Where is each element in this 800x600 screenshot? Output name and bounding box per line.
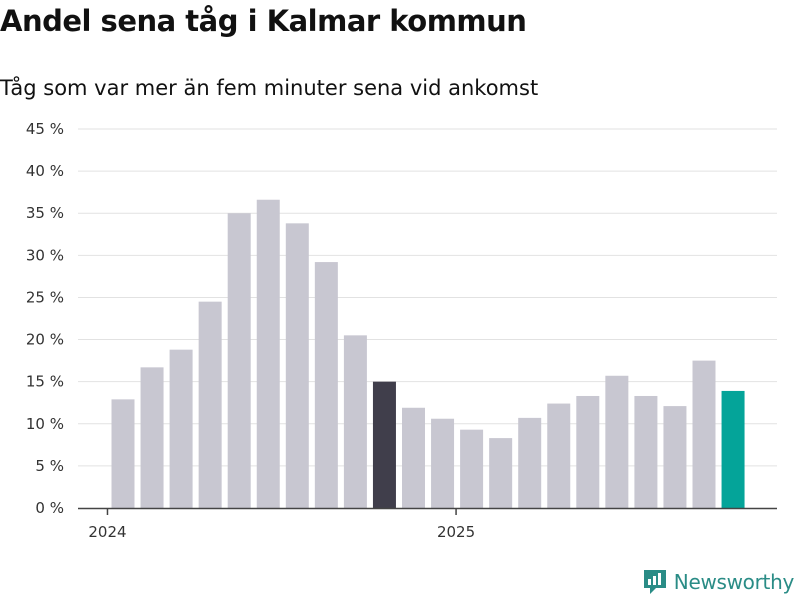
y-tick-label: 30 % — [26, 246, 64, 264]
bar-chart: 0 % 5 % 10 % 15 % 20 % 25 % 30 % 35 % 40 % 45 % 20… — [26, 120, 777, 541]
bar — [518, 417, 542, 508]
newsworthy-logo-icon — [643, 570, 666, 594]
x-tick-label: 2024 — [88, 523, 126, 541]
bar — [634, 395, 658, 508]
y-tick-label: 5 % — [35, 457, 64, 475]
y-tick-label: 10 % — [26, 415, 64, 433]
bar — [285, 223, 309, 508]
bar — [489, 438, 513, 508]
y-tick-label: 45 % — [26, 120, 64, 138]
y-tick-label: 40 % — [26, 162, 64, 180]
y-tick-label: 0 % — [35, 499, 64, 517]
brand-logo: Newsworthy — [642, 568, 794, 596]
bar — [576, 395, 600, 508]
bar — [198, 301, 222, 508]
bar — [314, 262, 338, 508]
chart-subtitle: Tåg som var mer än fem minuter sena vid … — [0, 76, 539, 100]
bar — [547, 403, 571, 508]
x-tick-label: 2025 — [437, 523, 475, 541]
bar — [692, 360, 716, 508]
bar — [605, 375, 629, 508]
bar — [227, 213, 251, 508]
chart-title: Andel sena tåg i Kalmar kommun — [0, 4, 527, 38]
bar — [372, 381, 396, 508]
bar — [343, 335, 367, 508]
bar — [431, 418, 455, 508]
y-tick-label: 20 % — [26, 331, 64, 349]
bar — [663, 406, 687, 508]
y-tick-label: 25 % — [26, 288, 64, 306]
bar — [256, 199, 280, 508]
y-tick-label: 15 % — [26, 373, 64, 391]
bar — [460, 429, 484, 508]
bar — [169, 349, 193, 508]
bar — [721, 390, 745, 508]
bar — [111, 399, 135, 508]
brand-name: Newsworthy — [673, 570, 795, 594]
y-tick-label: 35 % — [26, 204, 64, 222]
bar — [402, 407, 425, 508]
bar — [140, 367, 164, 508]
